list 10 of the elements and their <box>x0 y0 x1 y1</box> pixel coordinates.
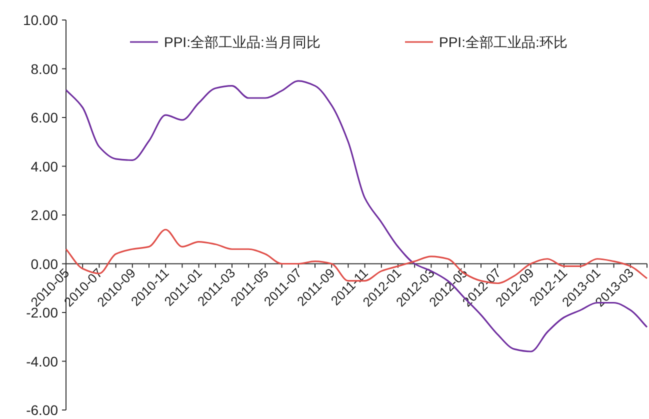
y-tick-label: 2.00 <box>30 207 58 223</box>
legend-label: PPI:全部工业品:环比 <box>439 34 568 50</box>
y-tick-label: 0.00 <box>30 256 58 272</box>
y-tick-label: 10.00 <box>22 12 58 28</box>
y-tick-label: 8.00 <box>30 60 58 77</box>
y-tick-label: 4.00 <box>30 158 58 174</box>
legend-label: PPI:全部工业品:当月同比 <box>164 34 320 50</box>
y-tick-label: 6.00 <box>30 110 58 126</box>
y-tick-label: -6.00 <box>26 402 58 418</box>
y-tick-label: -4.00 <box>26 353 58 370</box>
